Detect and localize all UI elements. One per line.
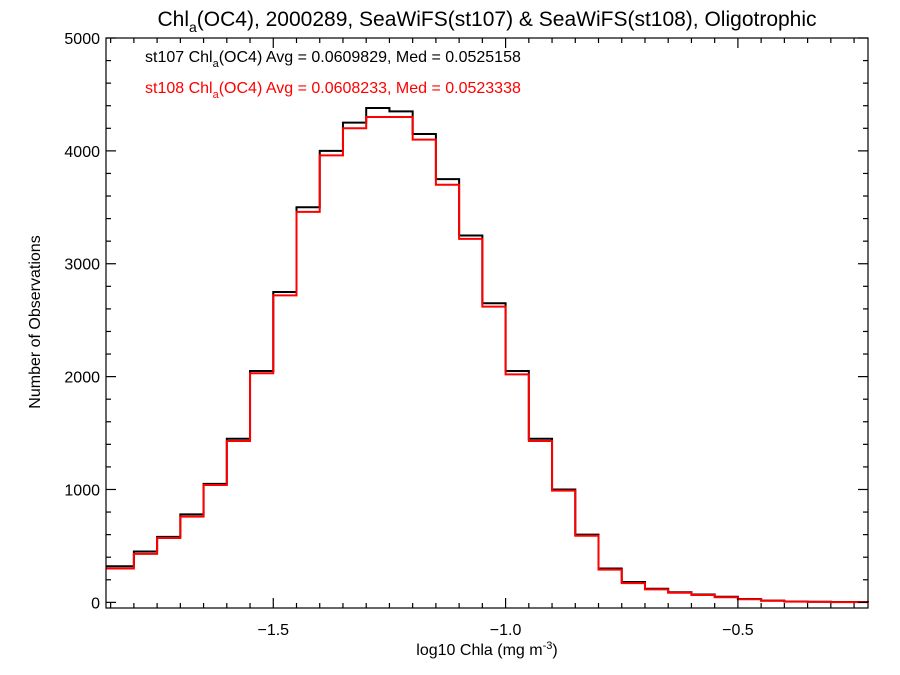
legend-st108-suffix: (OC4) Avg = 0.0608233, Med = 0.0523338 — [219, 80, 521, 97]
y-axis-label: Number of Observations — [27, 235, 44, 408]
tick-label-layer: −1.5 −1.0 −0.5 0 1000 2000 3000 4000 5000 — [64, 31, 753, 639]
x-axis-label-main: log10 Chla (mg m — [416, 642, 542, 659]
tick-layer — [106, 37, 868, 608]
chart-title-subscript: a — [189, 19, 197, 35]
legend-st108: st108 Chla(OC4) Avg = 0.0608233, Med = 0… — [145, 80, 521, 101]
series-line-st107 — [106, 106, 869, 604]
legend-st107-prefix: st107 Chl — [145, 49, 213, 66]
x-tick-label: −1.0 — [490, 622, 522, 639]
series-line-st108 — [106, 116, 869, 604]
legend-st107-suffix: (OC4) Avg = 0.0609829, Med = 0.0525158 — [219, 49, 521, 66]
chart-title-prefix: Chl — [157, 8, 189, 31]
y-tick-label: 4000 — [64, 144, 100, 161]
x-axis-label: log10 Chla (mg m-3) — [416, 640, 557, 659]
x-axis-label-tail: ) — [552, 642, 557, 659]
legend-st107-subscript: a — [213, 58, 220, 70]
legend-st108-subscript: a — [213, 89, 220, 101]
y-tick-label: 0 — [91, 595, 100, 612]
y-tick-label: 5000 — [64, 31, 100, 48]
legend-st108-prefix: st108 Chl — [145, 80, 213, 97]
x-tick-label: −0.5 — [722, 622, 754, 639]
y-tick-label: 3000 — [64, 257, 100, 274]
plot-frame — [105, 37, 869, 609]
y-tick-label: 1000 — [64, 482, 100, 499]
chart-title-suffix: (OC4), 2000289, SeaWiFS(st107) & SeaWiFS… — [197, 8, 817, 31]
series-layer — [106, 106, 869, 604]
legend-st107: st107 Chla(OC4) Avg = 0.0609829, Med = 0… — [145, 49, 521, 70]
x-axis-label-superscript: -3 — [543, 640, 553, 652]
y-tick-label: 2000 — [64, 370, 100, 387]
chart-title: Chla(OC4), 2000289, SeaWiFS(st107) & Sea… — [157, 8, 816, 35]
x-tick-label: −1.5 — [257, 622, 289, 639]
